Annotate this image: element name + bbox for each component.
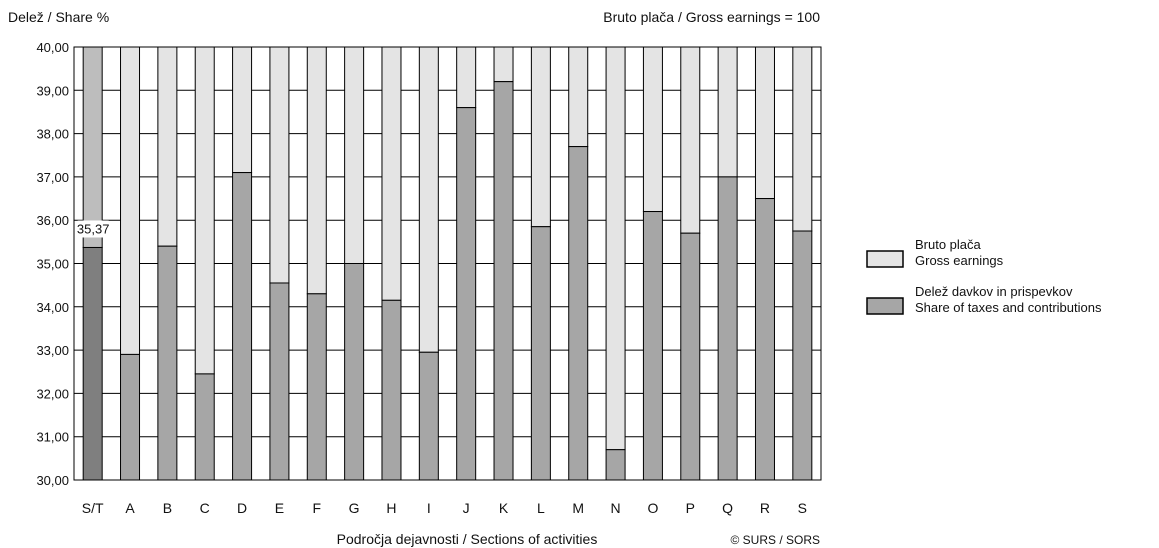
x-tick-label: C [200, 500, 210, 516]
x-tick-label: S/T [82, 500, 104, 516]
plot-frame [73, 46, 822, 481]
bar-gross-h [381, 46, 402, 301]
legend-swatch [866, 250, 904, 268]
bar-taxes-b [157, 245, 178, 481]
bar-taxes-e [269, 282, 290, 481]
data-label-group: 35,37 [77, 220, 110, 238]
bar-taxes-o [642, 211, 663, 481]
bar-taxes-i [418, 351, 439, 481]
legend-label-line1: Delež davkov in prispevkov [915, 284, 1073, 299]
x-tick-label: R [760, 500, 770, 516]
legend-label-line1: Bruto plača [915, 237, 982, 252]
y-tick-label: 33,00 [36, 343, 69, 358]
y-tick-label: 36,00 [36, 213, 69, 228]
y-tick-label: 38,00 [36, 127, 69, 142]
x-tick-label: D [237, 500, 247, 516]
bar-gross-b [157, 46, 178, 247]
x-tick-label: O [647, 500, 658, 516]
bar-taxes-p [680, 232, 701, 481]
x-tick-label: F [312, 500, 321, 516]
y-tick-label: 40,00 [36, 40, 69, 55]
x-tick-label: M [572, 500, 584, 516]
bar-taxes-l [530, 226, 551, 481]
y-axis-title: Delež / Share % [8, 9, 109, 25]
bar-taxes-d [232, 172, 253, 481]
y-tick-label: 32,00 [36, 386, 69, 401]
x-tick-label: P [686, 500, 695, 516]
legend-label-line2: Gross earnings [915, 253, 1004, 268]
bar-gross-a [120, 46, 141, 355]
bar-gross-r [754, 46, 775, 200]
x-tick-label: N [611, 500, 621, 516]
bar-taxes-st [82, 246, 103, 481]
x-tick-label: Q [722, 500, 733, 516]
x-tick-label: J [463, 500, 470, 516]
bar-taxes-q [717, 176, 738, 481]
bar-gross-m [568, 46, 589, 148]
bar-taxes-j [456, 107, 477, 481]
bar-gross-d [232, 46, 253, 174]
bar-gross-f [306, 46, 327, 295]
y-tick-label: 39,00 [36, 83, 69, 98]
y-tick-label: 35,00 [36, 257, 69, 272]
data-label: 35,37 [77, 221, 110, 236]
bar-gross-e [269, 46, 290, 284]
bar-gross-s [792, 46, 813, 232]
y-tick-label: 37,00 [36, 170, 69, 185]
data-label-bg [77, 220, 109, 238]
x-tick-label: H [386, 500, 396, 516]
x-tick-label: K [499, 500, 509, 516]
bar-taxes-k [493, 81, 514, 481]
bar-gross-l [530, 46, 551, 228]
bar-taxes-a [120, 353, 141, 481]
bar-taxes-g [344, 263, 365, 481]
bar-gross-p [680, 46, 701, 234]
bar-gross-o [642, 46, 663, 213]
bar-gross-i [418, 46, 439, 353]
bar-taxes-h [381, 299, 402, 481]
x-axis-title: Področja dejavnosti / Sections of activi… [337, 531, 598, 547]
bars [82, 46, 813, 481]
bar-taxes-c [194, 373, 215, 481]
legend-swatch [866, 297, 904, 315]
bar-taxes-r [754, 198, 775, 481]
x-tick-label: A [125, 500, 135, 516]
y-tick-label: 30,00 [36, 473, 69, 488]
x-tick-labels: S/T A B C D E F G H I J K L M N O P Q R S [82, 500, 807, 516]
x-tick-label: S [798, 500, 807, 516]
x-tick-label: B [163, 500, 172, 516]
bar-gross-g [344, 46, 365, 264]
y-tick-label: 34,00 [36, 300, 69, 315]
y-tick-label: 31,00 [36, 430, 69, 445]
bar-taxes-s [792, 230, 813, 481]
x-tick-label: E [275, 500, 284, 516]
gridlines [74, 46, 821, 481]
bar-taxes-m [568, 146, 589, 481]
top-right-note: Bruto plača / Gross earnings = 100 [603, 9, 820, 25]
bar-taxes-f [306, 293, 327, 481]
x-tick-label: I [427, 500, 431, 516]
bar-gross-j [456, 46, 477, 109]
x-tick-label: L [537, 500, 545, 516]
bar-gross-q [717, 46, 738, 178]
x-tick-label: G [349, 500, 360, 516]
source-note: © SURS / SORS [730, 533, 820, 547]
y-tick-labels: 30,00 31,00 32,00 33,00 34,00 35,00 36,00 37,00… [36, 40, 69, 488]
bar-gross-n [605, 46, 626, 451]
bar-taxes-n [605, 449, 626, 481]
bar-gross-st [82, 46, 103, 248]
legend-label-line2: Share of taxes and contributions [915, 300, 1102, 315]
bar-gross-k [493, 46, 514, 83]
bar-gross-c [194, 46, 215, 375]
